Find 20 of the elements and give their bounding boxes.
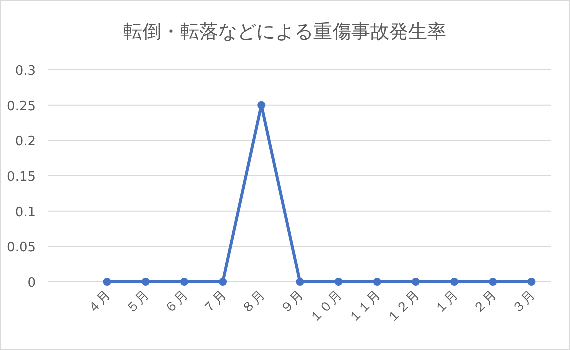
x-tick-label: ３月 bbox=[510, 288, 539, 318]
x-tick-label: ６月 bbox=[162, 288, 192, 318]
x-tick-label: ８月 bbox=[239, 288, 268, 318]
x-tick-label: １２月 bbox=[384, 288, 423, 326]
y-tick-label: 0.15 bbox=[7, 170, 36, 185]
x-tick-label: １月 bbox=[432, 288, 462, 318]
y-tick-label: 0.25 bbox=[7, 99, 36, 114]
chart-title: 転倒・転落などによる重傷事故発生率 bbox=[124, 21, 446, 43]
y-tick-label: 0.1 bbox=[15, 205, 36, 220]
x-tick-label: ５月 bbox=[124, 288, 153, 318]
x-tick-label: ９月 bbox=[278, 288, 308, 318]
y-tick-label: 0.3 bbox=[15, 64, 36, 79]
x-tick-label: ４月 bbox=[85, 288, 114, 318]
y-tick-label: 0.2 bbox=[15, 134, 36, 150]
x-tick-label: ２月 bbox=[470, 288, 500, 318]
y-tick-label: 0.05 bbox=[7, 240, 36, 256]
x-tick-label: １０月 bbox=[307, 288, 346, 326]
x-tick-label: １１月 bbox=[346, 288, 384, 326]
x-tick-label: ７月 bbox=[200, 288, 230, 318]
y-tick-label: 0 bbox=[28, 276, 36, 291]
